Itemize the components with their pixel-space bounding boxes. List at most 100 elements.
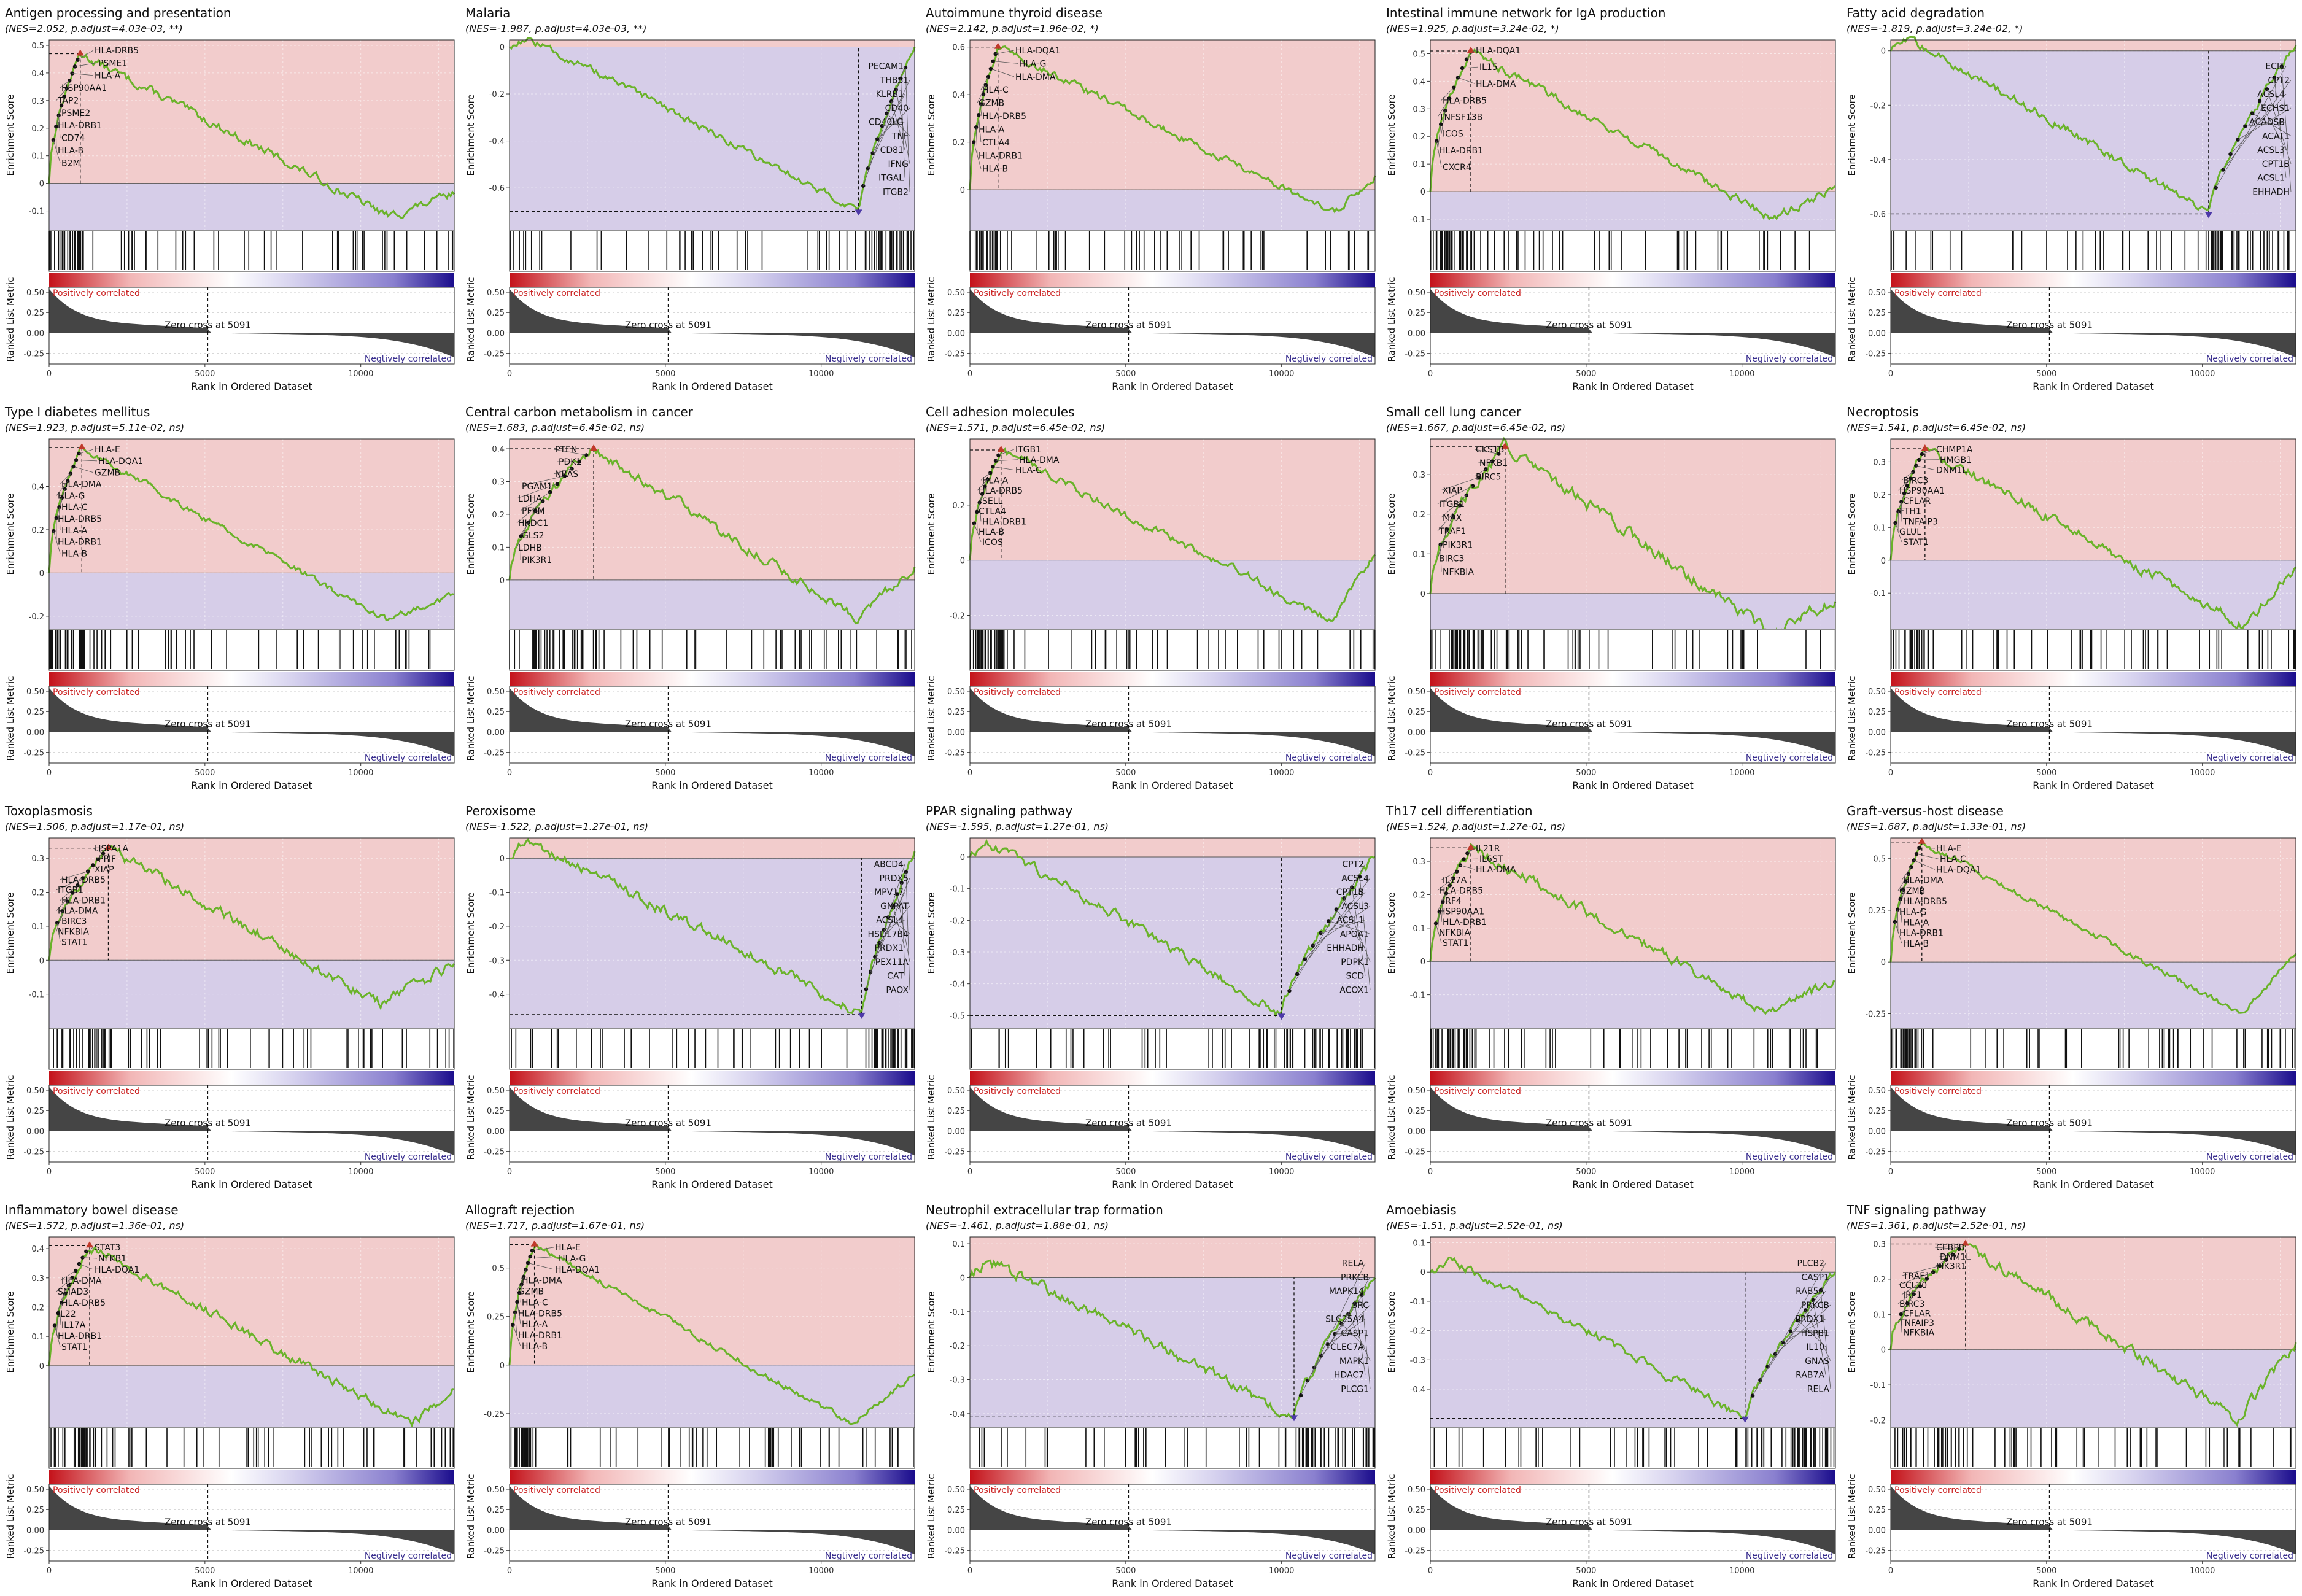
- gene-label-leader: [995, 50, 1015, 55]
- gene-label: PSME1: [98, 58, 127, 68]
- zero-cross-label: Zero cross at 5091: [1546, 319, 1632, 330]
- gene-label-leader: [1314, 1290, 1366, 1368]
- metric-tick-label: 0.00: [1408, 329, 1425, 338]
- y-tick-label: 0: [500, 1362, 505, 1371]
- positively-correlated-label: Positively correlated: [53, 289, 140, 298]
- x-tick-label: 0: [1888, 370, 1893, 379]
- gene-label: GNPAT: [880, 902, 909, 912]
- gene-label-leader: [56, 911, 63, 932]
- correlation-bar: [510, 1071, 915, 1085]
- positively-correlated-label: Positively correlated: [974, 688, 1061, 697]
- enrichment-curve: [48, 1245, 455, 1428]
- metric-tick-label: 0.00: [1868, 1526, 1886, 1535]
- x-tick-label: 5000: [1115, 769, 1136, 778]
- gsea-panel: Malaria (NES=-1.987, p.adjust=4.03e-03, *…: [465, 6, 916, 392]
- correlation-bar: [49, 1071, 454, 1085]
- leading-edge-point: [2221, 168, 2225, 172]
- y-axis-label-es: Enrichment Score: [1386, 1291, 1397, 1373]
- metric-tick-label: -0.25: [1865, 350, 1886, 359]
- panel-subtitle: (NES=-1.51, p.adjust=2.52e-01, ns): [1386, 1220, 1563, 1231]
- metric-tick-label: 0.25: [1868, 1107, 1886, 1116]
- gene-label: HLA-G: [559, 1254, 586, 1264]
- metric-tick-label: 0.50: [26, 688, 44, 697]
- gene-label-leader: [1460, 865, 1475, 870]
- zero-cross-label: Zero cross at 5091: [165, 319, 251, 330]
- gene-label: LDHB: [518, 543, 542, 553]
- gene-label: NFKB1: [1479, 459, 1508, 468]
- gene-label: HSPA1A: [95, 844, 128, 854]
- gene-label: SLC25A4: [1325, 1315, 1364, 1325]
- gene-label: CTLA4: [982, 138, 1010, 148]
- gene-label: HLA-DRB5: [518, 1309, 562, 1319]
- y-tick-label: 0.2: [492, 511, 505, 520]
- gene-label-leader: [1934, 1247, 1959, 1250]
- leading-edge-point: [52, 1323, 57, 1328]
- gene-label: CD40LG: [869, 118, 904, 128]
- gene-label: HLA-B: [979, 527, 1004, 537]
- gene-label-leader: [1307, 1277, 1371, 1381]
- correlation-bar: [970, 273, 1375, 287]
- gene-label: HLA-DMA: [61, 480, 102, 490]
- y-tick-label: 0.1: [31, 1333, 44, 1342]
- metric-tick-label: 0.00: [487, 1127, 505, 1136]
- gene-label: NRAS: [555, 470, 578, 479]
- gene-label-leader: [1805, 1310, 1831, 1361]
- negatively-correlated-label: Negtively correlated: [1746, 753, 1833, 763]
- metric-frame: [1430, 287, 1836, 365]
- panel-title: Intestinal immune network for IgA produc…: [1386, 6, 1665, 20]
- zero-cross-label: Zero cross at 5091: [1546, 718, 1632, 729]
- gene-label-leader: [553, 449, 587, 455]
- leading-edge-point: [1439, 122, 1443, 126]
- gsea-panel: Th17 cell differentiation (NES=1.524, p.a…: [1385, 804, 1836, 1190]
- y-tick-label: 0.5: [492, 1265, 505, 1274]
- leading-edge-point: [521, 1274, 526, 1279]
- gene-label-leader: [1336, 909, 1366, 948]
- x-tick-label: 5000: [195, 370, 215, 379]
- y-tick-label: 0: [1420, 1268, 1425, 1277]
- zero-cross-label: Zero cross at 5091: [625, 1117, 711, 1128]
- metric-tick-label: -0.25: [23, 749, 44, 758]
- zero-cross-label: Zero cross at 5091: [165, 1117, 251, 1128]
- gene-label-leader: [1437, 486, 1473, 505]
- y-tick-label: -0.1: [29, 991, 44, 1000]
- peak-marker: [530, 1240, 538, 1247]
- x-axis-label: Rank in Ordered Dataset: [191, 780, 312, 791]
- gene-label-leader: [1895, 522, 1902, 543]
- gene-label-leader: [1441, 477, 1479, 490]
- x-tick-label: 10000: [348, 1168, 373, 1177]
- y-tick-label: 0.4: [31, 69, 44, 79]
- correlation-bar: [970, 1071, 1375, 1085]
- x-tick-label: 10000: [348, 1567, 373, 1576]
- gene-label-leader: [56, 88, 68, 101]
- gene-label-leader: [1341, 1323, 1366, 1347]
- gene-label: NFKBIA: [1903, 1328, 1934, 1338]
- x-tick-label: 0: [507, 1168, 512, 1177]
- gene-label: HLA-DQA1: [98, 457, 143, 467]
- leading-edge-point: [1458, 863, 1463, 867]
- gene-label: HLA-A: [61, 526, 88, 536]
- gene-label: SRC: [1352, 1301, 1369, 1311]
- x-tick-label: 10000: [1729, 1567, 1754, 1576]
- gsea-panel: Toxoplasmosis (NES=1.506, p.adjust=1.17e-…: [4, 804, 455, 1190]
- metric-frame: [48, 1085, 455, 1163]
- positively-correlated-label: Positively correlated: [513, 289, 600, 298]
- x-tick-label: 0: [507, 1567, 512, 1576]
- y-tick-label: -0.1: [1410, 991, 1425, 1001]
- x-axis-label: Rank in Ordered Dataset: [1112, 1179, 1233, 1190]
- gene-label: PRKCB: [1341, 1273, 1369, 1282]
- gene-label: BIRC3: [1439, 554, 1464, 564]
- gene-label: ACSL1: [2257, 174, 2285, 184]
- gene-label-leader: [874, 892, 905, 957]
- leading-edge-point: [1905, 483, 1910, 488]
- gene-label: BIRC5: [1476, 472, 1501, 482]
- metric-tick-label: 0.00: [26, 1526, 44, 1535]
- negatively-correlated-label: Negtively correlated: [825, 1152, 912, 1162]
- gene-label: HLA-E: [1936, 844, 1962, 854]
- x-tick-label: 0: [47, 769, 52, 778]
- gene-label-leader: [1901, 471, 1913, 481]
- x-tick-label: 10000: [808, 370, 834, 379]
- x-tick-label: 0: [967, 1567, 972, 1576]
- gene-label-leader: [1916, 853, 1939, 859]
- leading-edge-point: [60, 495, 64, 500]
- gene-label: HKDC1: [518, 519, 548, 529]
